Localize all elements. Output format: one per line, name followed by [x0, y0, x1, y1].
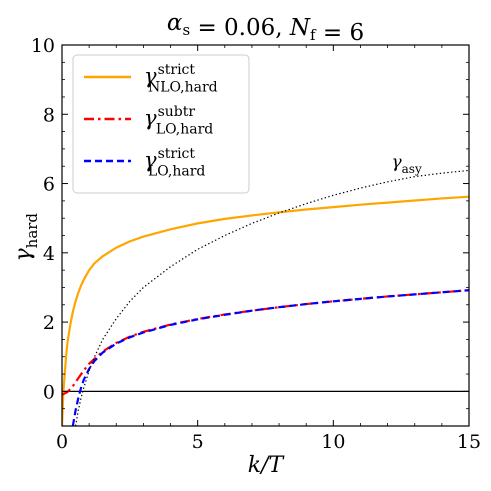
x-tick-label: 10	[321, 431, 345, 453]
series-line-3	[74, 169, 469, 426]
plot-series	[62, 169, 469, 426]
series-line-2	[71, 289, 469, 426]
y-tick-label: 2	[43, 312, 55, 334]
y-tick-label: 6	[43, 174, 55, 196]
legend: γstrict NLO,hard γsubtr LO,hard γstrict LO,ha…	[72, 54, 250, 194]
x-tick-label: 0	[56, 431, 68, 453]
series-line-1	[62, 289, 469, 396]
legend-box	[72, 54, 250, 194]
y-axis-label-group: γhard	[11, 213, 41, 262]
legend-label-0: γstrict NLO,hard	[144, 62, 218, 95]
y-tick-label: 8	[43, 104, 55, 126]
x-tick-label: 15	[457, 431, 481, 453]
y-tick-label: 0	[43, 381, 55, 403]
chart-title: αs = 0.06, Nf = 6	[167, 10, 364, 46]
series-line-0	[62, 195, 469, 426]
y-tick-label: 4	[43, 243, 55, 265]
legend-label-2: γstrict LO,hard	[144, 146, 205, 179]
x-tick-label: 5	[192, 431, 204, 453]
legend-label-1: γsubtr LO,hard	[144, 104, 213, 137]
x-axis-label: k/T	[248, 453, 286, 478]
y-axis-label: γhard	[11, 213, 41, 262]
y-tick-label: 10	[31, 35, 55, 57]
annotation-label-0: γasy	[391, 152, 421, 175]
